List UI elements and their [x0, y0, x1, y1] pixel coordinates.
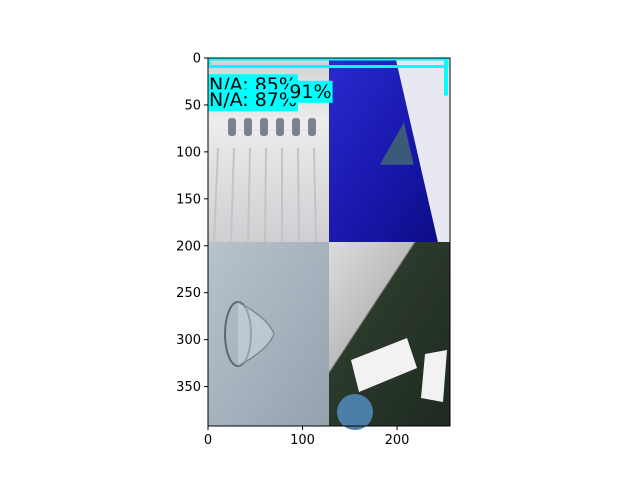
garment-clip	[292, 118, 300, 136]
panel-blue-folder	[329, 58, 450, 242]
garment-clip	[228, 118, 236, 136]
folder-triangle	[379, 122, 414, 165]
garment-fold	[264, 147, 267, 243]
y-tick-label: 300	[176, 333, 201, 348]
y-tick-label: 200	[176, 239, 201, 254]
glass-body	[237, 301, 275, 367]
detection-label: 91%	[288, 80, 333, 103]
paper-card	[351, 338, 417, 392]
detection-box-edge	[444, 58, 448, 96]
detection-label-bg	[288, 80, 333, 103]
x-tick-label: 0	[204, 433, 212, 448]
y-tick-label: 50	[184, 98, 201, 113]
x-tick-label: 200	[385, 433, 410, 448]
detection-label: N/A: 87%	[208, 89, 298, 112]
y-tick-label: 150	[176, 192, 201, 207]
y-tick-label: 250	[176, 286, 201, 301]
garment-clip	[244, 118, 252, 136]
garment-fold	[230, 147, 235, 243]
detection-label-text: 91%	[289, 81, 331, 103]
y-tick-label: 350	[176, 380, 201, 395]
garment-fold	[297, 147, 300, 243]
garment-clip	[276, 118, 284, 136]
x-tick-label: 100	[290, 433, 315, 448]
garment-fold	[247, 147, 251, 243]
panel-glass-cup	[208, 242, 329, 426]
x-axis: 0 100 200	[204, 426, 410, 448]
globe-emblem	[337, 394, 373, 430]
y-tick-label: 0	[193, 52, 201, 67]
image-panels	[208, 58, 450, 430]
panel-dark-panel-with-papers	[329, 242, 450, 430]
garment-clip	[260, 118, 268, 136]
detection-label-text: N/A: 87%	[209, 89, 297, 111]
axes-frame	[207, 57, 451, 427]
garment-fold	[313, 147, 317, 243]
y-tick-label: 100	[176, 145, 201, 160]
detection-overlays: N/A: 85%N/A: 87%91%	[207, 57, 449, 112]
paper-note	[421, 350, 447, 402]
garment-clip	[308, 118, 316, 136]
garment-fold	[213, 147, 219, 243]
detection-label-bg	[208, 89, 298, 112]
y-axis: 0 50 100 150 200 250 300 350	[176, 52, 208, 395]
folder-paper	[395, 58, 450, 242]
